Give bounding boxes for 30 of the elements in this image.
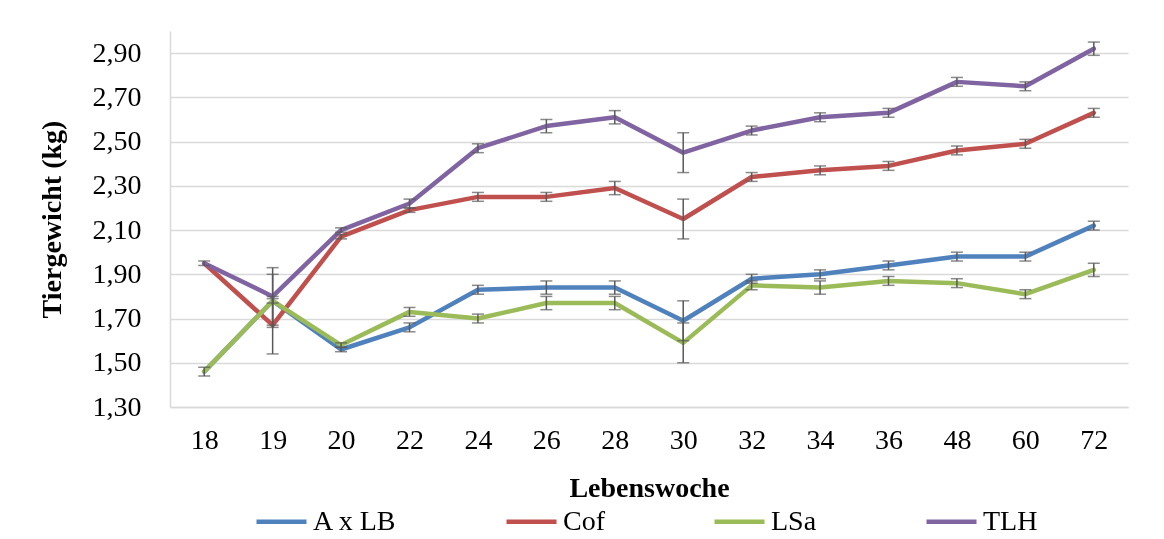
y-tick-label: 1,90 <box>92 257 142 289</box>
x-tick-label: 18 <box>190 423 219 455</box>
x-tick-label: 20 <box>327 423 356 455</box>
x-tick-label: 72 <box>1080 423 1109 455</box>
legend-label: LSa <box>771 504 817 536</box>
x-tick-label: 48 <box>943 423 972 455</box>
legend-label: A x LB <box>313 504 396 536</box>
y-tick-label: 2,30 <box>92 169 142 201</box>
x-tick-label: 26 <box>532 423 561 455</box>
x-axis-title: Lebenswoche <box>569 471 730 503</box>
y-tick-label: 1,30 <box>92 390 142 422</box>
line-series <box>201 267 1097 374</box>
y-tick-label: 1,70 <box>92 302 142 334</box>
y-tick-label: 1,50 <box>92 346 142 378</box>
x-tick-label: 28 <box>601 423 630 455</box>
y-tick-label: 2,50 <box>92 125 142 157</box>
x-tick-label: 22 <box>396 423 424 455</box>
legend-label: TLH <box>983 504 1038 536</box>
y-tick-label: 2,10 <box>92 213 142 245</box>
y-tick-label: 2,70 <box>92 80 142 112</box>
x-tick-label: 30 <box>669 423 698 455</box>
x-tick-label: 34 <box>806 423 835 455</box>
x-tick-label: 60 <box>1011 423 1040 455</box>
x-tick-label: 19 <box>259 423 288 455</box>
x-tick-label: 36 <box>875 423 903 455</box>
y-axis-title: Tiergewicht (kg) <box>35 120 67 319</box>
y-tick-label: 2,90 <box>92 36 142 68</box>
x-tick-label: 24 <box>464 423 493 455</box>
x-tick-label: 32 <box>738 423 767 455</box>
legend-label: Cof <box>563 504 606 536</box>
